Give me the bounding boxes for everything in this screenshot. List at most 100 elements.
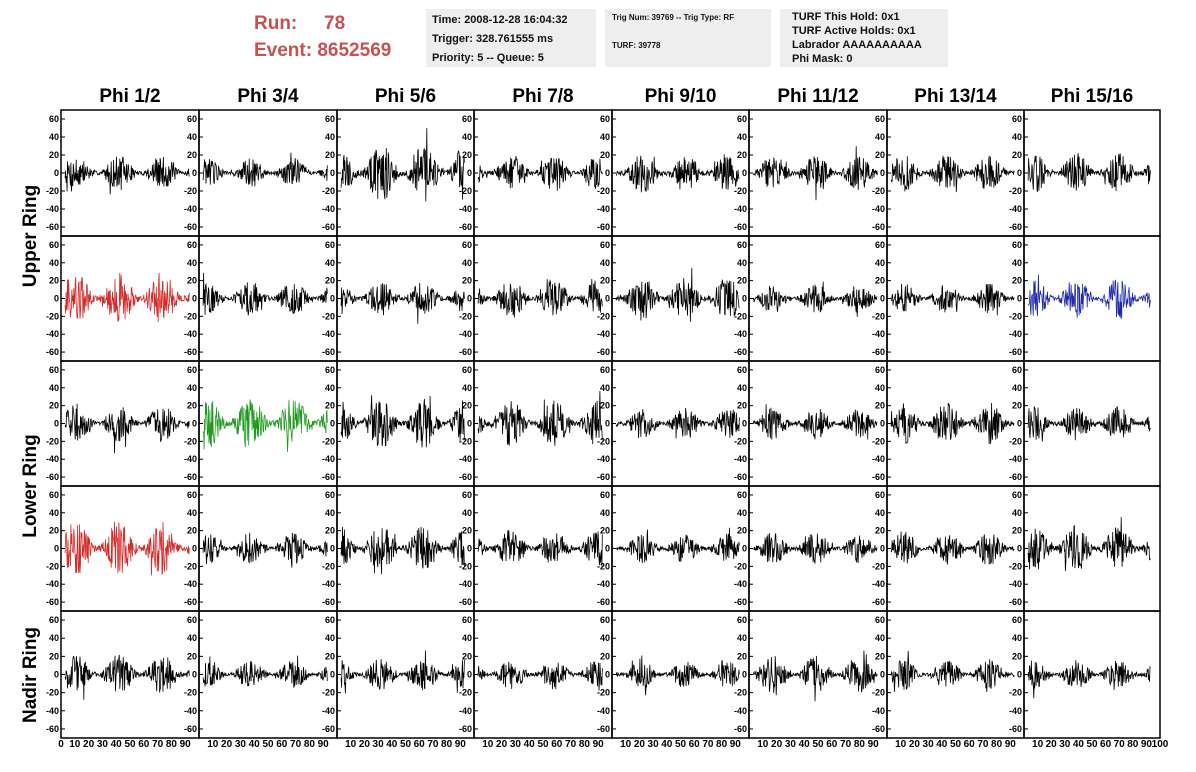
x-tick-label: 30: [923, 739, 935, 750]
waveform-panel: -60 -40 -20 0 20 40 60: [1009, 610, 1161, 739]
waveform-trace: [752, 146, 878, 201]
turf-info-box: TURF This Hold: 0x1 TURF Active Holds: 0…: [780, 9, 948, 67]
y-tick-label: 60: [49, 365, 59, 375]
y-tick-label: -40: [734, 454, 747, 464]
y-tick-label: -60: [46, 597, 59, 607]
y-tick-label: 20: [462, 526, 472, 536]
x-tick-label: 30: [648, 739, 660, 750]
waveform-trace: [615, 527, 740, 564]
x-tick-label: 50: [262, 739, 274, 750]
waveform-trace: [1027, 153, 1151, 193]
y-tick-label: 40: [462, 383, 472, 393]
y-tick-label: 20: [187, 651, 197, 661]
y-tick-label: 40: [1012, 508, 1022, 518]
y-tick-label: -60: [46, 347, 59, 357]
y-tick-label: 0: [192, 670, 197, 680]
waveform-trace: [64, 272, 190, 323]
x-tick-label: 90: [593, 739, 605, 750]
waveform-panel: -60 -40 -20 0 20 40 60: [1009, 360, 1161, 487]
y-tick-label: 40: [49, 258, 59, 268]
y-tick-label: 60: [875, 615, 885, 625]
waveform-panel: -60 -40 -20 0 20 40 60: [734, 360, 888, 487]
y-tick-label: 20: [462, 651, 472, 661]
panel-frame: [198, 235, 338, 362]
column-header: Phi 7/8: [512, 86, 574, 107]
y-tick-label: -20: [872, 186, 885, 196]
y-tick-label: -20: [184, 186, 197, 196]
y-tick-label: 0: [1017, 670, 1022, 680]
waveform-panel: -60 -40 -20 0 20 40 60: [184, 235, 338, 362]
y-tick-label: 20: [875, 401, 885, 411]
y-tick-label: 20: [187, 526, 197, 536]
waveform-trace: [477, 278, 603, 318]
x-tick-label: 10: [345, 739, 357, 750]
event-value: 8652569: [317, 40, 392, 61]
y-tick-label: -20: [1009, 436, 1022, 446]
y-tick-label: -20: [734, 688, 747, 698]
y-tick-label: 40: [462, 508, 472, 518]
panel-frame: [336, 360, 475, 487]
y-tick-label: -60: [46, 724, 59, 734]
waveform-trace: [340, 526, 465, 575]
y-tick-label: 60: [325, 615, 335, 625]
y-tick-label: 0: [605, 168, 610, 178]
y-tick-label: -40: [322, 706, 335, 716]
y-tick-label: 60: [600, 615, 610, 625]
waveform-trace: [340, 128, 465, 202]
y-tick-label: 20: [737, 401, 747, 411]
y-tick-label: 60: [462, 615, 472, 625]
x-tick-label: 60: [1100, 739, 1112, 750]
y-tick-label: 0: [880, 294, 885, 304]
priority-text: Priority: 5 -- Queue: 5: [432, 52, 544, 64]
y-tick-label: 60: [1012, 490, 1022, 500]
y-tick-label: -60: [734, 347, 747, 357]
column-header: Phi 3/4: [237, 86, 299, 107]
y-tick-label: -40: [734, 706, 747, 716]
waveform-panel: -60 -40 -20 0 20 40 60: [597, 610, 750, 739]
y-tick-label: 20: [600, 150, 610, 160]
y-tick-label: 60: [462, 490, 472, 500]
y-tick-label: -20: [1009, 186, 1022, 196]
y-tick-label: 0: [742, 168, 747, 178]
y-tick-label: 60: [462, 240, 472, 250]
y-tick-label: 20: [875, 150, 885, 160]
y-tick-label: -60: [1009, 597, 1022, 607]
y-tick-label: 0: [192, 294, 197, 304]
y-tick-label: 0: [742, 419, 747, 429]
labrador-text: Labrador AAAAAAAAAA: [792, 39, 922, 51]
y-tick-label: 0: [1017, 419, 1022, 429]
y-tick-label: 0: [54, 419, 59, 429]
y-tick-label: 40: [737, 383, 747, 393]
x-tick-label: 80: [579, 739, 591, 750]
x-tick-label: 80: [1127, 739, 1139, 750]
y-tick-label: 40: [49, 633, 59, 643]
waveform-panel: -60 -40 -20 0 20 40 60: [734, 610, 888, 739]
y-tick-label: 40: [1012, 258, 1022, 268]
y-tick-label: -20: [459, 186, 472, 196]
column-header: Phi 13/14: [914, 86, 997, 107]
y-tick-label: 60: [187, 615, 197, 625]
y-tick-label: 60: [325, 114, 335, 124]
x-tick-label: 10: [207, 739, 219, 750]
waveform-panel: -60 -40 -20 0 20 40 60: [734, 235, 888, 362]
waveform-panel: -60 -40 -20 0 20 40 60: [872, 610, 1025, 739]
waveform-trace: [890, 283, 1015, 316]
x-tick-label: 40: [524, 739, 536, 750]
y-tick-label: -60: [46, 222, 59, 232]
y-tick-label: -40: [46, 329, 59, 339]
waveform-panel: -60 -40 -20 0 20 40 60: [872, 235, 1025, 362]
x-tick-label: 0: [58, 739, 64, 750]
y-tick-label: -40: [1009, 706, 1022, 716]
y-tick-label: 40: [600, 633, 610, 643]
event-label: Event:: [254, 40, 313, 61]
y-tick-label: 0: [605, 294, 610, 304]
y-tick-label: 60: [49, 615, 59, 625]
y-tick-label: -60: [46, 472, 59, 482]
waveform-panel: -60 -40 -20 0 20 40 60: [459, 235, 613, 362]
waveform-trace: [1027, 274, 1151, 319]
y-tick-label: 40: [737, 132, 747, 142]
y-tick-label: 0: [467, 544, 472, 554]
y-tick-label: 0: [330, 168, 335, 178]
waveform-panel: -60 -40 -20 0 20 40 60: [597, 485, 750, 612]
y-tick-label: -40: [459, 706, 472, 716]
